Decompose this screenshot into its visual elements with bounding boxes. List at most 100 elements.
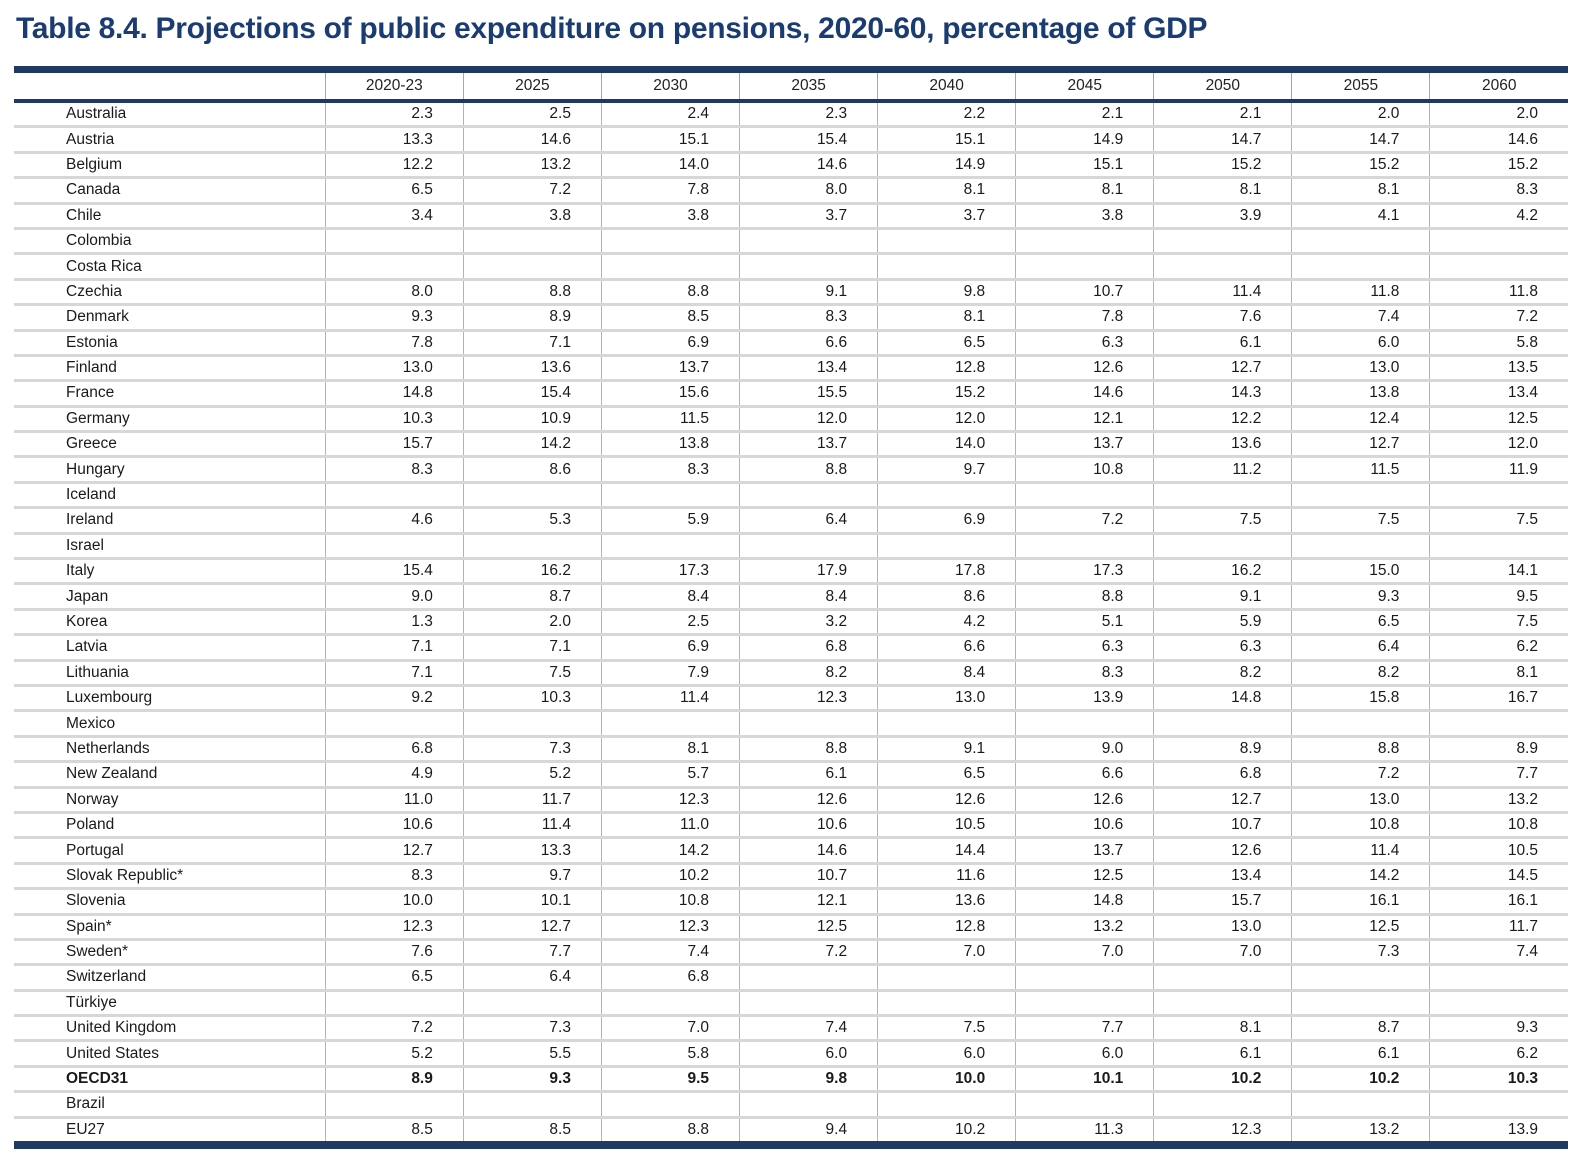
table-row: Ireland 4.6 5.3 5.9 6.4 6.9 7.2 7.5 7.5 7.5 — [14, 506, 1568, 534]
country-cell: Belgium — [14, 150, 326, 178]
value-cell: 9.5 — [1429, 582, 1568, 610]
value-cell: 13.2 — [462, 150, 602, 178]
value-cell: 7.3 — [462, 1014, 602, 1041]
country-cell: Portugal — [14, 836, 326, 864]
country-cell: Israel — [14, 531, 326, 559]
value-cell — [600, 988, 740, 1016]
value-cell — [324, 226, 464, 254]
value-cell: 5.9 — [1153, 607, 1292, 635]
value-cell — [324, 988, 464, 1016]
value-cell — [1015, 252, 1154, 280]
value-cell: 16.2 — [462, 557, 602, 584]
value-cell: 13.0 — [324, 353, 464, 381]
value-cell — [877, 1090, 1016, 1118]
value-cell: 12.3 — [324, 912, 464, 940]
value-cell: 7.6 — [324, 937, 464, 965]
value-cell: 10.0 — [877, 1064, 1016, 1092]
value-cell: 2.0 — [462, 607, 602, 635]
value-cell: 13.0 — [1291, 353, 1430, 381]
value-cell: 12.0 — [739, 404, 878, 432]
value-cell: 10.0 — [324, 887, 464, 914]
value-cell: 11.6 — [877, 861, 1016, 889]
value-cell: 8.5 — [600, 303, 740, 331]
value-cell: 7.5 — [1429, 506, 1568, 534]
value-cell: 7.5 — [877, 1014, 1016, 1041]
value-cell: 11.5 — [1291, 455, 1430, 483]
value-cell: 14.9 — [877, 150, 1016, 178]
value-cell: 8.9 — [1153, 734, 1292, 762]
value-cell: 10.8 — [600, 887, 740, 914]
value-cell: 15.5 — [739, 379, 878, 407]
table-row: Costa Rica — [14, 252, 1568, 280]
value-cell: 6.3 — [1015, 633, 1154, 661]
country-column-header — [14, 69, 326, 103]
value-cell: 13.6 — [877, 887, 1016, 914]
country-cell: Switzerland — [14, 963, 326, 991]
value-cell: 4.6 — [324, 506, 464, 534]
value-cell: 15.2 — [1153, 150, 1292, 178]
value-cell: 13.4 — [1153, 861, 1292, 889]
value-cell: 7.2 — [324, 1014, 464, 1041]
value-cell: 9.7 — [462, 861, 602, 889]
value-cell: 2.1 — [1153, 101, 1292, 127]
table-row: Slovak Republic* 8.3 9.7 10.2 10.7 11.6 12.5 13… — [14, 861, 1568, 889]
value-cell: 6.8 — [600, 963, 740, 991]
value-cell: 12.7 — [324, 836, 464, 864]
value-cell: 12.7 — [1153, 353, 1292, 381]
value-cell — [877, 963, 1016, 991]
pensions-projection-table: 2020-23 2025 2030 2035 2040 2045 2050 2055 2060 … — [14, 66, 1568, 1150]
value-cell: 8.8 — [1015, 582, 1154, 610]
value-cell: 6.0 — [877, 1039, 1016, 1067]
value-cell: 6.4 — [739, 506, 878, 534]
value-cell: 8.5 — [324, 1115, 464, 1146]
value-cell — [877, 480, 1016, 508]
value-cell: 8.1 — [877, 176, 1016, 204]
value-cell: 6.1 — [739, 760, 878, 788]
value-cell — [1153, 252, 1292, 280]
value-cell: 6.5 — [1291, 607, 1430, 635]
value-cell: 13.6 — [462, 353, 602, 381]
table-header: 2020-23 2025 2030 2035 2040 2045 2050 2055 2060 — [14, 69, 1568, 103]
value-cell: 7.2 — [1015, 506, 1154, 534]
value-cell: 6.6 — [739, 328, 878, 356]
value-cell: 6.4 — [1291, 633, 1430, 661]
value-cell: 11.3 — [1015, 1115, 1154, 1146]
value-cell — [1015, 1090, 1154, 1118]
value-cell: 11.4 — [462, 810, 602, 838]
value-cell: 2.2 — [877, 101, 1016, 127]
value-cell — [324, 531, 464, 559]
value-cell: 12.6 — [739, 785, 878, 813]
value-cell: 11.9 — [1429, 455, 1568, 483]
value-cell: 9.5 — [600, 1064, 740, 1092]
value-cell: 3.7 — [877, 201, 1016, 229]
value-cell: 7.4 — [1429, 937, 1568, 965]
table-row: Czechia 8.0 8.8 8.8 9.1 9.8 10.7 11.4 11.8 11.8 — [14, 277, 1568, 305]
value-cell: 2.4 — [600, 101, 740, 127]
value-cell: 8.8 — [600, 277, 740, 305]
value-cell — [877, 226, 1016, 254]
value-cell: 11.5 — [600, 404, 740, 432]
value-cell: 7.4 — [1291, 303, 1430, 331]
value-cell: 15.4 — [739, 125, 878, 153]
value-cell: 10.3 — [1429, 1064, 1568, 1092]
value-cell — [1153, 226, 1292, 254]
value-cell: 12.7 — [1153, 785, 1292, 813]
value-cell: 11.4 — [1153, 277, 1292, 305]
value-cell: 14.1 — [1429, 557, 1568, 584]
value-cell: 17.3 — [1015, 557, 1154, 584]
country-cell: Sweden* — [14, 937, 326, 965]
value-cell: 14.6 — [739, 150, 878, 178]
value-cell: 14.7 — [1291, 125, 1430, 153]
value-cell: 7.3 — [462, 734, 602, 762]
value-cell: 13.3 — [462, 836, 602, 864]
year-column-header-5: 2045 — [1015, 69, 1154, 103]
value-cell — [600, 226, 740, 254]
value-cell: 15.2 — [1291, 150, 1430, 178]
value-cell: 14.4 — [877, 836, 1016, 864]
table-row: Greece 15.7 14.2 13.8 13.7 14.0 13.7 13.6 12.7 12… — [14, 430, 1568, 457]
table-row: New Zealand 4.9 5.2 5.7 6.1 6.5 6.6 6.8 7.2 7.7 — [14, 760, 1568, 788]
value-cell: 8.8 — [600, 1115, 740, 1146]
value-cell: 8.3 — [324, 455, 464, 483]
value-cell: 12.6 — [1015, 353, 1154, 381]
value-cell: 9.1 — [877, 734, 1016, 762]
